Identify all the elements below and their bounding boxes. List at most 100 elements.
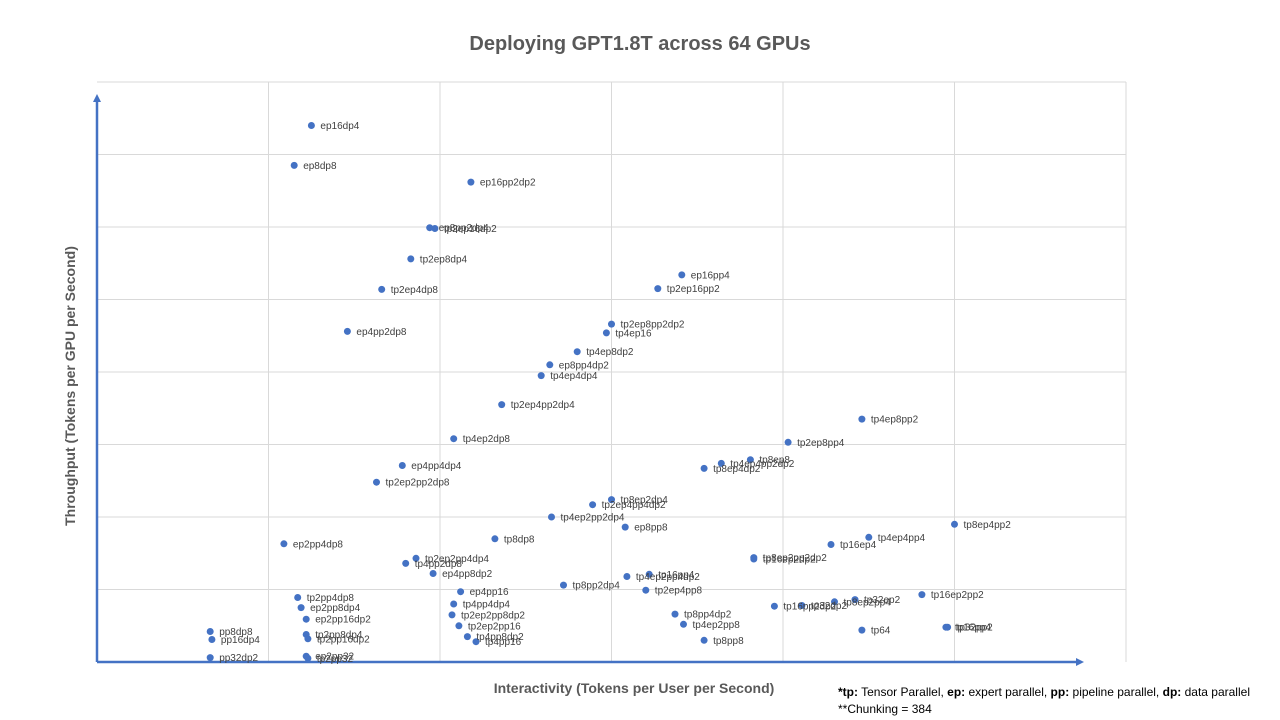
data-point-tp8pp2dp4 [560,581,567,589]
x-axis-label: Interactivity (Tokens per User per Secon… [493,680,775,696]
data-label-tp2ep16pp2: tp2ep16pp2 [667,284,720,295]
data-label-tp16pp4: tp16pp4 [955,623,992,634]
data-label-tp4ep4dp4: tp4ep4dp4 [550,371,598,382]
data-point-tp4ep8dp2 [573,348,581,356]
data-label-tp32ep2: tp32ep2 [864,595,901,606]
data-label-ep16pp4: ep16pp4 [691,270,730,281]
data-point-ep2pp4dp8 [280,540,288,548]
data-label-tp4ep2pp2dp4: tp4ep2pp2dp4 [561,513,625,524]
data-point-tp8ep4dp2 [700,464,708,472]
parallelism-legend: *tp: Tensor Parallel, ep: expert paralle… [838,684,1250,701]
data-point-tp8dp8 [491,535,499,543]
tp-key: *tp: [838,685,858,699]
data-point-tp2ep4pp4dp2 [589,501,597,509]
data-labels: ep16dp4 ep8dp8 ep16pp2dp2 ep8pp2dp4tp2ep16d… [219,121,1011,665]
data-point-tp4ep2pp2dp4 [548,513,555,521]
data-point-tp2ep8pp2dp2 [608,320,615,328]
data-point-tp2ep2pp8dp2 [448,611,456,619]
data-label-ep4pp8dp2: ep4pp8dp2 [442,569,492,580]
data-point-tp8ep2pp4 [831,598,838,606]
data-point-tp4ep2dp8 [450,435,458,443]
data-label-pp8dp8: pp8dp8 [219,627,253,638]
gridlines [97,81,1127,662]
data-label-tp2ep4pp8: tp2ep4pp8 [655,586,703,597]
data-point-ep8pp4dp2 [546,361,554,369]
data-point-ep8pp2dp4 [426,224,434,232]
data-label-tp4pp4dp4: tp4pp4dp4 [463,600,511,611]
data-point-ep16dp4 [307,122,315,129]
data-label-ep8pp2dp4: ep8pp2dp4 [439,223,489,234]
data-label-tp8pp8: tp8pp8 [713,636,744,647]
data-label-tp4ep8dp2: tp4ep8dp2 [586,347,634,358]
data-point-tp16pp2dp2 [770,602,778,610]
data-point-tp4pp2dp8 [402,559,410,567]
data-point-tp8ep2dp4 [608,496,615,504]
data-label-tp4ep8pp2: tp4ep8pp2 [871,415,919,426]
data-label-tp4ep2dp8: tp4ep2dp8 [463,434,511,445]
data-point-ep16pp2dp2 [467,178,475,186]
data-label-tp4pp8dp2: tp4pp8dp2 [476,632,524,643]
data-point-pp8dp8 [206,628,214,635]
data-point-tp4ep4pp4 [865,533,873,541]
data-point-tp8ep8 [746,456,754,464]
data-label-pp32dp2: pp32dp2 [219,653,258,664]
data-point-tp4pp4dp4 [450,600,458,608]
data-label-tp2pp16dp2: tp2pp16dp2 [317,634,370,645]
data-label-tp4ep16: tp4ep16 [615,328,652,339]
data-point-ep8pp8 [621,523,629,531]
data-point-tp2ep2pp16 [455,622,463,630]
data-point-pp16dp4 [208,636,216,643]
data-label-tp64: tp64 [871,626,891,637]
data-point-ep4pp8dp2 [429,570,437,577]
data-point-tp2pp32 [304,654,312,662]
data-label-tp2ep4pp4dp2: tp2ep4pp4dp2 [602,500,666,511]
data-point-tp4pp8dp2 [463,633,471,641]
data-label-tp4ep2pp8: tp4ep2pp8 [693,620,741,631]
dp-text: data parallel [1181,685,1250,699]
data-label-tp4ep4pp2dp2: tp4ep4pp2dp2 [730,459,794,470]
data-points [206,122,958,662]
data-point-tp2ep4pp8 [642,586,650,594]
data-label-tp8ep2dp4: tp8ep2dp4 [621,495,669,506]
y-axis-label: Throughput (Tokens per GPU per Second) [62,246,78,526]
ep-key: ep: [947,685,966,699]
data-point-tp4pp16 [472,638,480,646]
data-point-tp2ep16pp2 [654,285,662,293]
data-label-ep8pp4dp2: ep8pp4dp2 [559,360,609,371]
data-point-ep4pp16 [457,588,465,596]
data-label-ep2pp4dp8: ep2pp4dp8 [293,539,343,550]
data-label-tp16ep2dp2: tp16ep2dp2 [763,555,816,566]
data-label-tp2ep16dp2: tp2ep16dp2 [444,224,497,235]
data-point-tp2ep8pp4 [784,438,792,446]
data-point-tp4ep8pp2 [858,415,866,423]
data-label-tp16pp4: tp16pp4 [658,570,695,581]
data-point-ep4pp4dp4 [398,462,406,469]
chart-title: Deploying GPT1.8T across 64 GPUs [469,33,811,55]
data-label-tp2pp32: tp2pp32 [317,654,354,665]
data-label-ep2pp16dp2: ep2pp16dp2 [315,615,371,626]
data-label-tp8ep4pp2: tp8ep4pp2 [964,520,1012,531]
data-point-tp16ep2pp2 [918,591,926,599]
data-label-tp2pp8dp4: tp2pp8dp4 [315,630,363,641]
data-point-tp2ep16dp2 [431,225,439,232]
data-label-tp8dp8: tp8dp8 [504,534,535,545]
data-point-tp2ep2pp2dp8 [373,478,380,486]
data-point-tp32pp2 [944,623,952,631]
tp-text: Tensor Parallel, [858,685,948,699]
data-point-tp16ep4 [827,541,835,548]
data-label-ep2pp32: ep2pp32 [315,652,354,663]
data-point-tp2ep4dp8 [378,285,386,293]
data-point-tp16ep2dp2 [750,555,758,563]
data-point-tp8pp4dp2 [671,610,679,618]
data-point-tp2ep2pp4dp4 [412,554,420,562]
data-label-tp2ep8pp2dp2: tp2ep8pp2dp2 [621,320,685,331]
data-label-tp4pp16: tp4pp16 [485,637,522,648]
data-point-tp8ep4pp2 [951,520,958,528]
data-label-ep8dp8: ep8dp8 [303,161,337,172]
data-point-tp32ep2 [851,596,859,604]
data-point-ep2pp8dp4 [297,604,305,612]
data-label-ep4pp16: ep4pp16 [470,587,509,598]
data-label-ep8pp8: ep8pp8 [634,523,668,534]
data-label-tp16ep2pp2: tp16ep2pp2 [931,590,984,601]
data-point-tp4ep4dp4 [537,372,545,380]
